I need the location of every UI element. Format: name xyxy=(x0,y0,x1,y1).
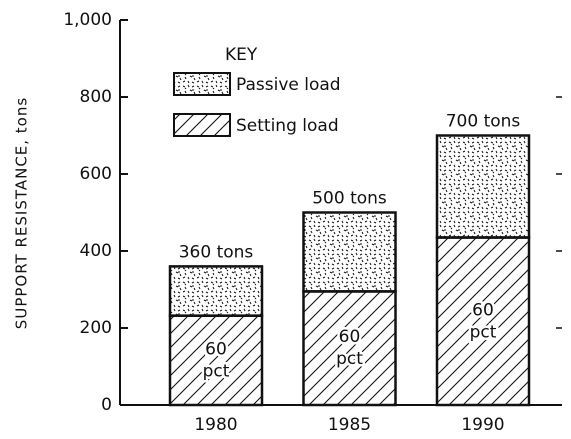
legend-label: Setting load xyxy=(236,116,339,136)
legend-label: Passive load xyxy=(236,75,341,95)
y-axis-label: SUPPORT RESISTANCE, tons xyxy=(13,97,31,329)
bar-segment xyxy=(435,236,531,407)
x-tick-label: 1990 xyxy=(461,415,504,435)
inner-label: 60 xyxy=(472,300,494,320)
bar-segment xyxy=(168,265,264,317)
legend-title: KEY xyxy=(225,45,258,65)
total-label: 500 tons xyxy=(312,189,387,209)
legend-swatch xyxy=(173,113,231,137)
inner-label: pct xyxy=(336,349,363,369)
total-label: 360 tons xyxy=(179,242,254,262)
x-tick-label: 1980 xyxy=(194,415,237,435)
bar-segment xyxy=(302,211,397,293)
y-tick-label: 1,000 xyxy=(63,10,112,30)
total-label: 700 tons xyxy=(446,112,521,132)
bar-segment xyxy=(302,290,397,407)
bar-segment xyxy=(435,134,531,239)
y-tick-label: 0 xyxy=(101,395,112,415)
inner-label: 60 xyxy=(339,327,361,347)
inner-label: pct xyxy=(203,361,230,381)
x-tick-label: 1985 xyxy=(328,415,371,435)
y-tick-label: 600 xyxy=(80,164,112,184)
y-tick-label: 400 xyxy=(80,241,112,261)
y-tick-label: 200 xyxy=(80,318,112,338)
bar-segment xyxy=(168,314,264,407)
legend-swatch xyxy=(173,72,231,96)
y-tick-label: 800 xyxy=(80,87,112,107)
inner-label: pct xyxy=(470,322,497,342)
inner-label: 60 xyxy=(205,339,227,359)
